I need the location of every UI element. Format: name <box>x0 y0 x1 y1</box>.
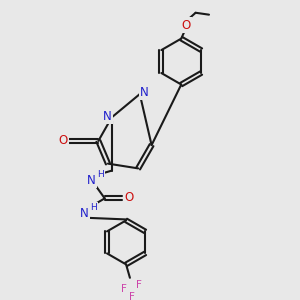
Text: F: F <box>121 284 127 294</box>
Text: N: N <box>103 110 111 123</box>
Text: H: H <box>98 170 104 179</box>
Text: O: O <box>124 191 133 204</box>
Text: N: N <box>87 174 96 187</box>
Text: H: H <box>90 203 97 212</box>
Text: O: O <box>182 19 191 32</box>
Text: F: F <box>129 292 135 300</box>
Text: O: O <box>58 134 68 148</box>
Text: F: F <box>136 280 142 290</box>
Text: N: N <box>80 206 88 220</box>
Text: N: N <box>140 86 149 99</box>
